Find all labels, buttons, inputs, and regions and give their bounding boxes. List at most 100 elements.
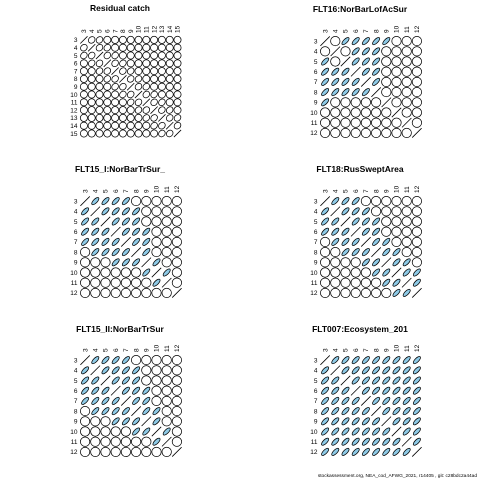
correlation-ellipse — [341, 207, 350, 216]
correlation-ellipse — [142, 114, 151, 122]
correlation-ellipse — [350, 267, 361, 278]
correlation-ellipse — [171, 247, 182, 258]
correlation-ellipse — [90, 257, 101, 268]
correlation-ellipse — [118, 98, 127, 107]
correlation-ellipse — [321, 427, 330, 436]
row-label: 12 — [70, 290, 78, 297]
correlation-ellipse — [95, 59, 104, 68]
correlation-ellipse — [101, 248, 110, 257]
correlation-ellipse — [95, 82, 104, 91]
correlation-ellipse — [330, 117, 341, 128]
correlation-ellipse — [173, 114, 182, 122]
correlation-ellipse — [79, 121, 88, 130]
correlation-ellipse — [158, 106, 166, 114]
correlation-ellipse — [121, 386, 130, 395]
correlation-ellipse — [80, 436, 91, 447]
correlation-ellipse — [320, 46, 331, 57]
correlation-ellipse — [372, 258, 381, 267]
correlation-ellipse — [80, 446, 91, 457]
correlation-ellipse — [121, 417, 130, 426]
row-label: 5 — [314, 378, 318, 385]
correlation-ellipse — [161, 395, 172, 406]
correlation-ellipse — [171, 196, 182, 207]
correlation-ellipse — [341, 37, 350, 46]
correlation-ellipse — [131, 355, 142, 366]
diagonal-line — [120, 395, 131, 406]
diagonal-line — [80, 196, 91, 207]
diagonal-line — [371, 247, 382, 258]
correlation-ellipse — [402, 417, 411, 426]
correlation-ellipse — [382, 376, 391, 385]
correlation-ellipse — [171, 206, 182, 217]
correlation-ellipse — [161, 196, 172, 207]
correlation-ellipse — [121, 248, 130, 257]
correlation-ellipse — [340, 46, 351, 57]
correlation-ellipse — [360, 117, 371, 128]
correlation-ellipse — [411, 36, 422, 47]
correlation-ellipse — [111, 90, 120, 99]
correlation-ellipse — [411, 196, 422, 207]
correlation-ellipse — [132, 258, 141, 267]
correlation-ellipse — [402, 268, 411, 277]
correlation-ellipse — [111, 197, 120, 206]
correlation-ellipse — [134, 98, 143, 107]
column-label: 7 — [363, 189, 370, 193]
row-label: 10 — [70, 270, 78, 277]
correlation-ellipse — [361, 386, 370, 395]
row-label: 10 — [70, 92, 78, 99]
correlation-ellipse — [142, 407, 151, 416]
correlation-ellipse — [320, 267, 331, 278]
correlation-ellipse — [401, 46, 412, 57]
correlation-ellipse — [87, 90, 96, 99]
correlation-ellipse — [351, 437, 360, 446]
correlation-ellipse — [341, 396, 350, 405]
correlation-ellipse — [171, 277, 182, 288]
panel-title: FLT18:RusSweptArea — [316, 164, 403, 174]
correlation-ellipse — [401, 66, 412, 77]
column-label: 6 — [113, 348, 120, 352]
row-label: 6 — [314, 229, 318, 236]
row-label: 11 — [311, 280, 318, 287]
row-label: 9 — [74, 419, 78, 426]
correlation-ellipse — [351, 77, 360, 86]
correlation-ellipse — [95, 98, 104, 107]
correlation-ellipse — [391, 56, 402, 67]
diagonal-line — [111, 67, 119, 75]
correlation-ellipse — [171, 226, 182, 237]
correlation-ellipse — [91, 237, 100, 246]
correlation-ellipse — [331, 77, 340, 86]
correlation-ellipse — [121, 258, 130, 267]
column-label: 6 — [105, 29, 112, 33]
correlation-ellipse — [371, 206, 382, 217]
correlation-ellipse — [131, 196, 142, 207]
row-label: 3 — [74, 357, 78, 364]
correlation-ellipse — [95, 67, 104, 75]
diagonal-line — [330, 365, 341, 376]
correlation-ellipse — [120, 446, 131, 457]
correlation-ellipse — [382, 356, 391, 365]
row-label: 5 — [314, 219, 318, 226]
correlation-ellipse — [171, 375, 182, 386]
column-label: 10 — [136, 25, 143, 33]
correlation-ellipse — [103, 121, 112, 130]
correlation-ellipse — [81, 207, 90, 216]
column-label: 10 — [394, 25, 401, 33]
correlation-ellipse — [412, 407, 421, 416]
correlation-ellipse — [134, 121, 143, 130]
correlation-ellipse — [141, 206, 152, 217]
correlation-ellipse — [101, 197, 110, 206]
correlation-ellipse — [341, 237, 350, 246]
correlation-ellipse — [330, 127, 341, 138]
correlation-ellipse — [132, 396, 141, 405]
row-label: 13 — [70, 115, 78, 122]
correlation-ellipse — [80, 51, 88, 60]
correlation-ellipse — [126, 98, 135, 107]
correlation-ellipse — [340, 287, 351, 298]
correlation-ellipse — [360, 287, 371, 298]
correlation-ellipse — [134, 82, 143, 91]
correlation-ellipse — [351, 37, 360, 46]
correlation-ellipse — [382, 278, 391, 287]
correlation-ellipse — [81, 237, 90, 246]
correlation-ellipse — [118, 121, 127, 130]
correlation-ellipse — [151, 365, 162, 376]
